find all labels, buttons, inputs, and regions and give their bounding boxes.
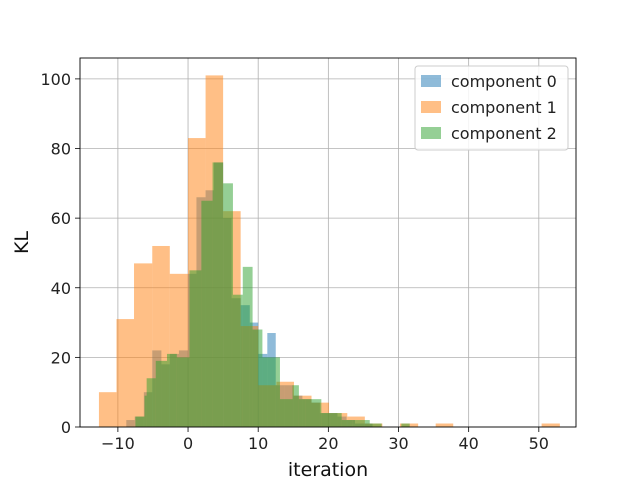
x-tick-label: 40 xyxy=(458,434,478,453)
series-2-bars xyxy=(135,162,410,427)
histogram-bar xyxy=(135,416,145,427)
histogram-bar xyxy=(98,392,117,427)
histogram-bar xyxy=(176,357,190,427)
legend-swatch xyxy=(421,127,441,139)
x-axis-label: iteration xyxy=(288,459,368,480)
x-tick-label: 10 xyxy=(248,434,268,453)
histogram-bar xyxy=(189,270,202,427)
y-tick-label: 60 xyxy=(51,209,71,228)
histogram-bar xyxy=(292,385,299,427)
histogram-bar xyxy=(201,200,213,427)
histogram-bar xyxy=(146,378,156,427)
legend-label: component 1 xyxy=(451,98,557,117)
histogram-bar xyxy=(252,329,263,427)
y-tick-label: 0 xyxy=(61,418,71,437)
histogram-bar xyxy=(298,399,306,427)
histogram-bar xyxy=(232,294,243,427)
x-tick-label: 30 xyxy=(388,434,408,453)
histogram-bar xyxy=(541,423,560,427)
histogram-bar xyxy=(401,423,410,427)
legend: component 0 component 1 component 2 xyxy=(414,65,569,151)
histogram-bar xyxy=(144,395,147,427)
histogram-bar xyxy=(341,420,353,427)
histogram-bar xyxy=(262,357,280,427)
x-tick-label: 20 xyxy=(318,434,338,453)
histogram-bars xyxy=(98,75,560,427)
histogram-bar xyxy=(352,420,370,427)
x-tick-label: −10 xyxy=(101,434,135,453)
y-tick-label: 40 xyxy=(51,279,71,298)
y-tick-label: 80 xyxy=(51,140,71,159)
axis-ticks: −10 0 10 20 30 40 50 0 20 40 60 80 100 xyxy=(40,70,549,453)
legend-swatch xyxy=(421,75,441,87)
y-axis-label: KL xyxy=(11,231,33,254)
histogram-bar xyxy=(435,423,454,427)
histogram-bar xyxy=(321,413,331,427)
histogram-bar xyxy=(166,353,177,427)
y-tick-label: 100 xyxy=(40,70,71,89)
histogram-bar xyxy=(242,266,253,427)
histogram-bar xyxy=(305,399,322,427)
legend-label: component 0 xyxy=(451,72,557,91)
x-tick-label: 50 xyxy=(529,434,549,453)
histogram-bar xyxy=(279,399,293,427)
histogram-bar xyxy=(330,413,342,427)
legend-label: component 2 xyxy=(451,124,557,143)
histogram-bar xyxy=(212,162,224,427)
legend-swatch xyxy=(421,101,441,113)
legend-box xyxy=(414,65,569,151)
x-tick-label: 0 xyxy=(183,434,193,453)
y-tick-label: 20 xyxy=(51,348,71,367)
histogram-bar xyxy=(116,319,135,427)
histogram-bar xyxy=(223,183,233,427)
histogram-bar xyxy=(369,423,382,427)
histogram-bar xyxy=(155,360,167,427)
